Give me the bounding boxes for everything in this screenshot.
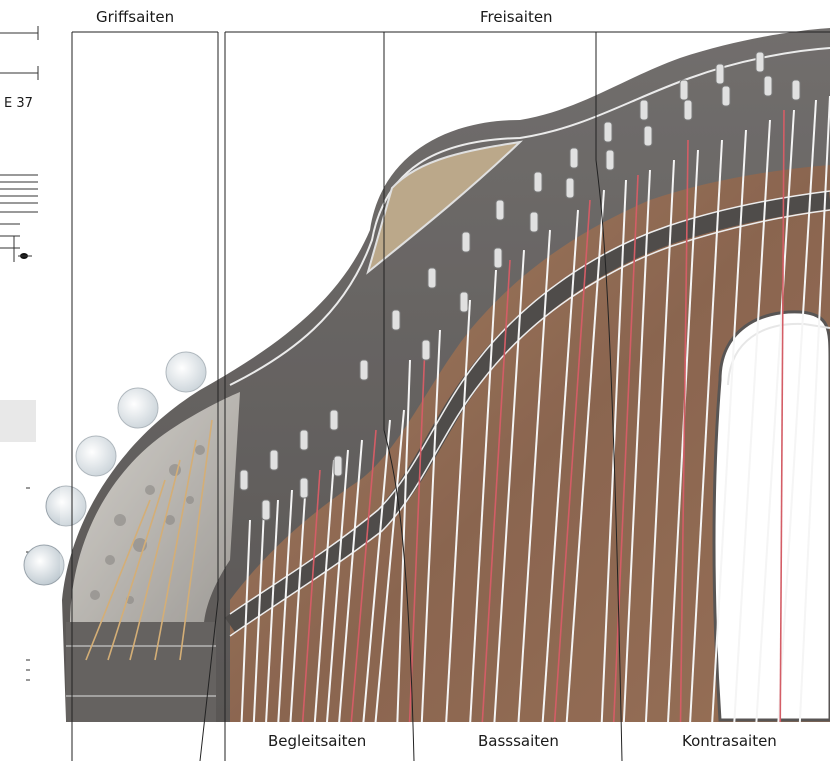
- inlay-band: [224, 191, 830, 633]
- fretted-strings: [85, 419, 213, 661]
- free-strings: [239, 95, 830, 761]
- region-dividers: [71, 31, 830, 761]
- margin-fragment: [0, 26, 39, 681]
- soundboard: [230, 165, 830, 761]
- tuning-keys: [23, 351, 207, 586]
- page-reference: E 37: [4, 96, 33, 111]
- label-kontrasaiten: Kontrasaiten: [682, 732, 777, 750]
- label-basssaiten: Basssaiten: [478, 732, 559, 750]
- label-griffsaiten: Griffsaiten: [96, 8, 175, 26]
- staff-fragment: [0, 174, 38, 262]
- tuning-pins: [239, 51, 801, 521]
- frame-binding: [229, 47, 830, 386]
- label-freisaiten: Freisaiten: [480, 8, 553, 26]
- upper-opening: [366, 140, 523, 275]
- label-begleitsaiten: Begleitsaiten: [268, 732, 367, 750]
- fingerboard: [66, 622, 216, 722]
- bottom-label-band: [60, 722, 830, 761]
- grey-box-fragment: [0, 400, 36, 442]
